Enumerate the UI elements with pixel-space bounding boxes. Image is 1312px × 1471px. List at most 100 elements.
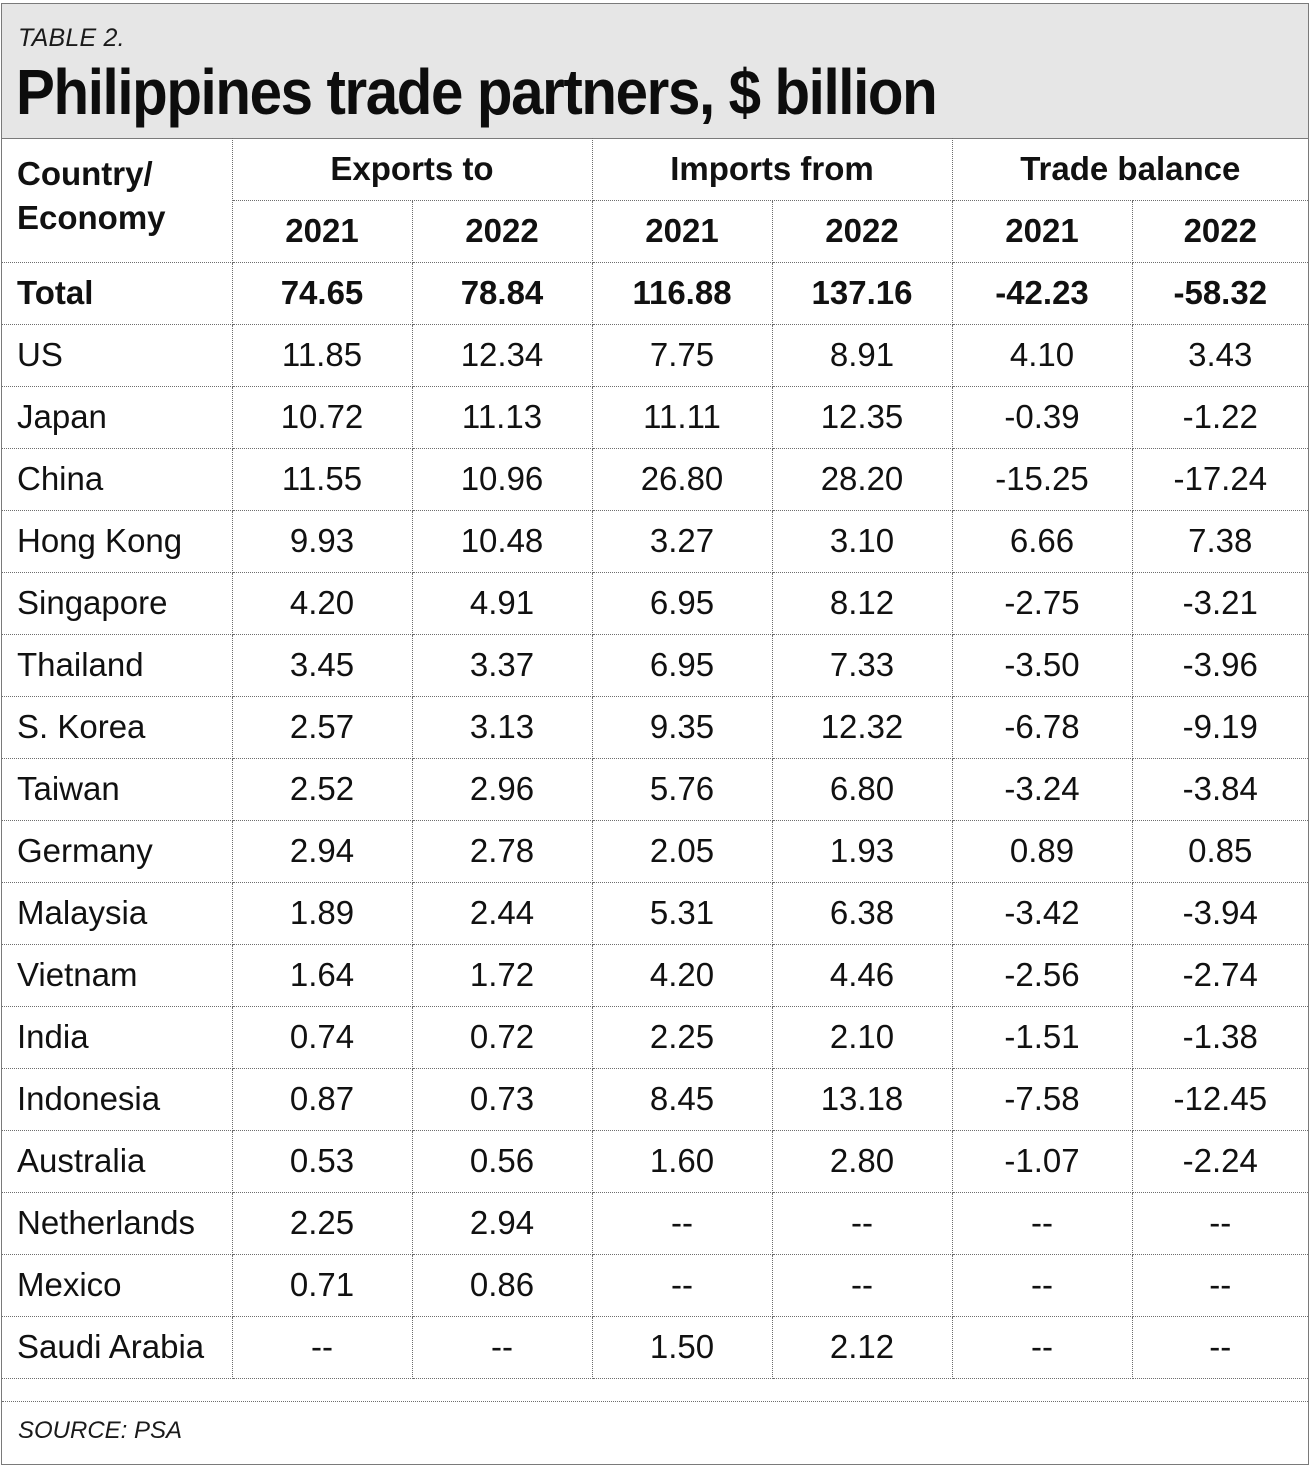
year-header: 2021: [591, 199, 773, 263]
table-row: US 11.85 12.34 7.75 8.91 4.10 3.43: [2, 323, 1309, 387]
value-cell: -1.07: [951, 1129, 1133, 1193]
table-row: Netherlands 2.25 2.94 -- -- -- --: [2, 1191, 1309, 1255]
value-cell: 11.11: [591, 385, 773, 449]
table-row: S. Korea 2.57 3.13 9.35 12.32 -6.78 -9.19: [2, 695, 1309, 759]
value-cell: 10.96: [411, 447, 593, 511]
country-column-header: Country/ Economy: [2, 138, 233, 263]
value-cell: 74.65: [231, 262, 413, 325]
value-cell: 12.35: [771, 385, 953, 449]
value-cell: 6.95: [591, 571, 773, 635]
country-name: Singapore: [2, 571, 233, 635]
country-name: Germany: [2, 819, 233, 883]
value-cell: -1.38: [1131, 1005, 1309, 1069]
value-cell: -2.24: [1131, 1129, 1309, 1193]
value-cell: 12.34: [411, 323, 593, 387]
country-name: Malaysia: [2, 881, 233, 945]
value-cell: 0.74: [231, 1005, 413, 1069]
value-cell: 8.91: [771, 323, 953, 387]
value-cell: 1.93: [771, 819, 953, 883]
value-cell: --: [1131, 1191, 1309, 1255]
value-cell: 6.66: [951, 509, 1133, 573]
table-frame: TABLE 2. Philippines trade partners, $ b…: [1, 3, 1309, 1465]
table-row: Germany 2.94 2.78 2.05 1.93 0.89 0.85: [2, 819, 1309, 883]
value-cell: 1.72: [411, 943, 593, 1007]
value-cell: 0.71: [231, 1253, 413, 1317]
value-cell: -2.75: [951, 571, 1133, 635]
value-cell: 0.89: [951, 819, 1133, 883]
value-cell: 3.45: [231, 633, 413, 697]
value-cell: 26.80: [591, 447, 773, 511]
value-cell: 4.20: [231, 571, 413, 635]
year-header: 2021: [232, 199, 413, 263]
value-cell: 3.27: [591, 509, 773, 573]
value-cell: 2.12: [771, 1315, 953, 1379]
value-cell: --: [951, 1253, 1133, 1317]
value-cell: 3.13: [411, 695, 593, 759]
value-cell: --: [591, 1191, 773, 1255]
value-cell: 4.46: [771, 943, 953, 1007]
value-cell: --: [951, 1191, 1133, 1255]
value-cell: 8.45: [591, 1067, 773, 1131]
value-cell: 137.16: [771, 262, 953, 325]
table-label: TABLE 2.: [18, 24, 125, 52]
table-body: Total 74.65 78.84 116.88 137.16 -42.23 -58.32 U…: [2, 262, 1309, 1379]
value-cell: --: [231, 1315, 413, 1379]
value-cell: -9.19: [1131, 695, 1309, 759]
table-row: Singapore 4.20 4.91 6.95 8.12 -2.75 -3.21: [2, 571, 1309, 635]
country-name: Saudi Arabia: [2, 1315, 233, 1379]
value-cell: 13.18: [771, 1067, 953, 1131]
value-cell: --: [1131, 1315, 1309, 1379]
value-cell: 3.37: [411, 633, 593, 697]
value-cell: 7.38: [1131, 509, 1309, 573]
value-cell: --: [1131, 1253, 1309, 1317]
value-cell: 2.80: [771, 1129, 953, 1193]
header-row-groups: Country/ Economy Exports to Imports from…: [2, 138, 1309, 263]
value-cell: 6.95: [591, 633, 773, 697]
country-name: Taiwan: [2, 757, 233, 821]
value-cell: 1.89: [231, 881, 413, 945]
value-cell: 9.35: [591, 695, 773, 759]
value-cell: 4.91: [411, 571, 593, 635]
footer-divider: [2, 1401, 1308, 1402]
value-cell: 0.73: [411, 1067, 593, 1131]
value-cell: 28.20: [771, 447, 953, 511]
country-name: Hong Kong: [2, 509, 233, 573]
value-cell: -12.45: [1131, 1067, 1309, 1131]
value-cell: 0.87: [231, 1067, 413, 1131]
value-cell: -3.42: [951, 881, 1133, 945]
table-row: Taiwan 2.52 2.96 5.76 6.80 -3.24 -3.84: [2, 757, 1309, 821]
table-row: Saudi Arabia -- -- 1.50 2.12 -- --: [2, 1315, 1309, 1379]
value-cell: 2.94: [411, 1191, 593, 1255]
value-cell: 5.31: [591, 881, 773, 945]
value-cell: 11.55: [231, 447, 413, 511]
value-cell: -15.25: [951, 447, 1133, 511]
value-cell: 7.75: [591, 323, 773, 387]
country-name: Mexico: [2, 1253, 233, 1317]
value-cell: 0.53: [231, 1129, 413, 1193]
value-cell: -0.39: [951, 385, 1133, 449]
table-row: Malaysia 1.89 2.44 5.31 6.38 -3.42 -3.94: [2, 881, 1309, 945]
country-name: US: [2, 323, 233, 387]
country-name: India: [2, 1005, 233, 1069]
value-cell: 0.56: [411, 1129, 593, 1193]
value-cell: -42.23: [951, 262, 1133, 325]
value-cell: 2.10: [771, 1005, 953, 1069]
value-cell: 3.10: [771, 509, 953, 573]
value-cell: 5.76: [591, 757, 773, 821]
table-row: Thailand 3.45 3.37 6.95 7.33 -3.50 -3.96: [2, 633, 1309, 697]
value-cell: --: [771, 1191, 953, 1255]
balance-group-header: Trade balance: [951, 138, 1309, 201]
country-name: Total: [2, 262, 233, 325]
value-cell: -58.32: [1131, 262, 1309, 325]
value-cell: 0.72: [411, 1005, 593, 1069]
value-cell: -3.21: [1131, 571, 1309, 635]
value-cell: -2.74: [1131, 943, 1309, 1007]
exports-group-header: Exports to: [231, 138, 593, 201]
value-cell: -7.58: [951, 1067, 1133, 1131]
table-row: Mexico 0.71 0.86 -- -- -- --: [2, 1253, 1309, 1317]
value-cell: 2.25: [231, 1191, 413, 1255]
year-header: 2022: [771, 199, 953, 263]
value-cell: --: [771, 1253, 953, 1317]
value-cell: 1.60: [591, 1129, 773, 1193]
value-cell: --: [951, 1315, 1133, 1379]
